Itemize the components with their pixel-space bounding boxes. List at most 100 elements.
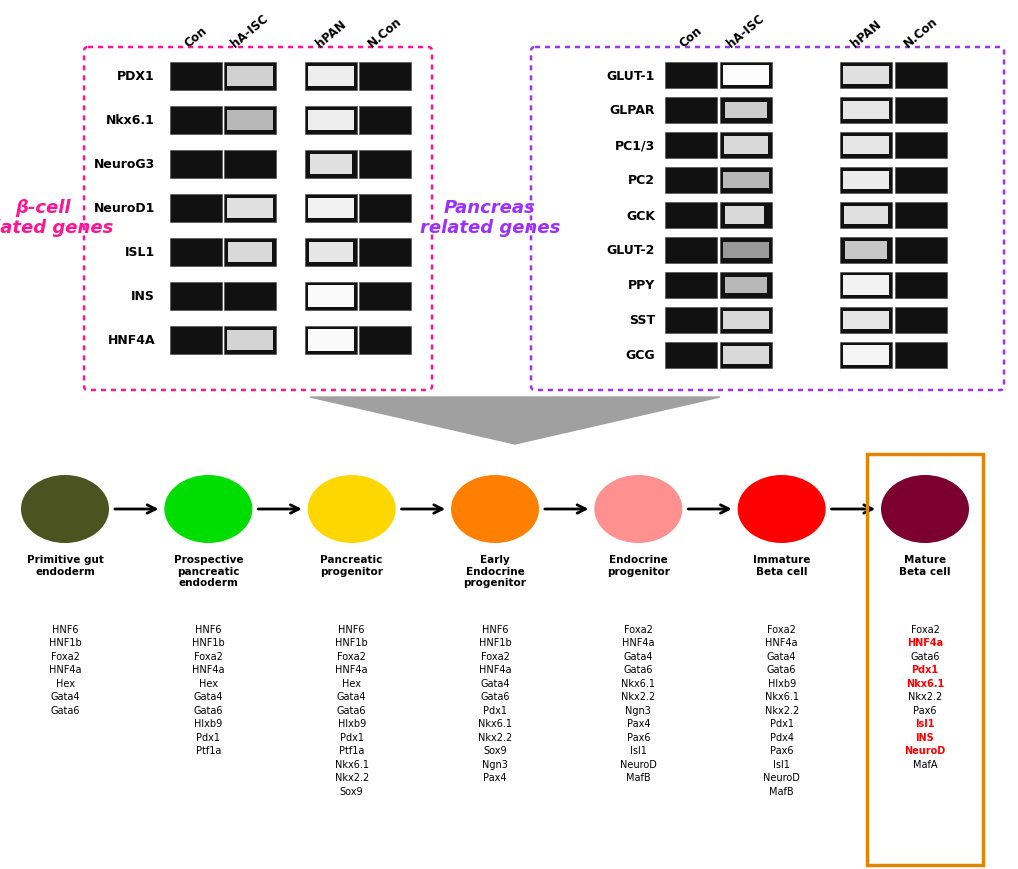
- Bar: [843, 345, 890, 366]
- Text: Nkx2.2: Nkx2.2: [477, 733, 512, 742]
- Bar: [359, 239, 411, 267]
- Text: INS: INS: [915, 733, 935, 742]
- Text: NeuroD: NeuroD: [904, 746, 946, 756]
- Text: Con: Con: [677, 23, 704, 50]
- Ellipse shape: [595, 475, 682, 543]
- Text: Gata4: Gata4: [480, 678, 510, 688]
- Text: SST: SST: [629, 314, 655, 327]
- Text: Nkx6.1: Nkx6.1: [906, 678, 944, 688]
- Bar: [895, 308, 947, 334]
- Text: HNF6: HNF6: [52, 624, 78, 634]
- Text: GCK: GCK: [626, 209, 655, 222]
- Bar: [840, 98, 892, 124]
- Text: Gata6: Gata6: [767, 665, 796, 674]
- Bar: [307, 286, 354, 308]
- Bar: [224, 107, 276, 135]
- Bar: [895, 202, 947, 229]
- Text: HNF1b: HNF1b: [478, 638, 511, 647]
- Text: Ngn3: Ngn3: [625, 705, 652, 715]
- Text: Hex: Hex: [342, 678, 361, 688]
- Text: N.Con: N.Con: [365, 15, 404, 50]
- Bar: [895, 238, 947, 263]
- Text: Gata4: Gata4: [50, 692, 79, 701]
- Text: MafA: MafA: [913, 760, 938, 769]
- Text: GCG: GCG: [625, 349, 655, 362]
- Bar: [723, 173, 770, 189]
- Text: Nkx2.2: Nkx2.2: [765, 705, 799, 715]
- Bar: [665, 98, 717, 124]
- Bar: [844, 207, 888, 225]
- Bar: [170, 239, 222, 267]
- Bar: [305, 239, 357, 267]
- Bar: [224, 195, 276, 222]
- Text: HNF4a: HNF4a: [192, 665, 225, 674]
- Text: Nkx6.1: Nkx6.1: [621, 678, 656, 688]
- Bar: [228, 243, 272, 262]
- Text: Pancreatic
progenitor: Pancreatic progenitor: [321, 554, 383, 576]
- Bar: [224, 151, 276, 179]
- Text: NeuroD: NeuroD: [620, 760, 657, 769]
- Text: Gata6: Gata6: [624, 665, 654, 674]
- Text: Gata4: Gata4: [337, 692, 366, 701]
- Bar: [843, 67, 890, 85]
- Bar: [307, 329, 354, 352]
- Bar: [724, 136, 768, 155]
- Text: Foxa2: Foxa2: [768, 624, 796, 634]
- Text: Pax6: Pax6: [770, 746, 793, 756]
- Text: Nkx2.2: Nkx2.2: [335, 773, 369, 783]
- Bar: [895, 133, 947, 159]
- Text: Foxa2: Foxa2: [624, 624, 653, 634]
- Bar: [224, 282, 276, 310]
- Text: hPAN: hPAN: [314, 17, 348, 50]
- Text: N.Con: N.Con: [902, 15, 941, 50]
- Bar: [665, 342, 717, 368]
- Bar: [305, 63, 357, 91]
- Bar: [843, 136, 890, 155]
- Text: Gata4: Gata4: [624, 651, 654, 661]
- Text: Ptf1a: Ptf1a: [339, 746, 364, 756]
- Bar: [170, 151, 222, 179]
- Bar: [665, 238, 717, 263]
- Bar: [307, 199, 354, 218]
- Bar: [170, 63, 222, 91]
- Text: NeuroD: NeuroD: [764, 773, 800, 783]
- Text: ISL1: ISL1: [125, 246, 155, 259]
- Ellipse shape: [451, 475, 539, 543]
- Text: Prospective
pancreatic
endoderm: Prospective pancreatic endoderm: [174, 554, 243, 587]
- Bar: [307, 111, 354, 130]
- Text: hA-ISC: hA-ISC: [229, 12, 271, 50]
- Bar: [305, 195, 357, 222]
- Text: Foxa2: Foxa2: [51, 651, 79, 661]
- Bar: [359, 195, 411, 222]
- Text: Pdx1: Pdx1: [340, 733, 363, 742]
- Text: Hlxb9: Hlxb9: [768, 678, 796, 688]
- Text: HNF4a: HNF4a: [766, 638, 798, 647]
- Text: HNF6: HNF6: [338, 624, 364, 634]
- Text: HNF1b: HNF1b: [335, 638, 369, 647]
- Text: Pdx1: Pdx1: [196, 733, 220, 742]
- Text: HNF4a: HNF4a: [478, 665, 511, 674]
- Bar: [895, 98, 947, 124]
- Bar: [723, 347, 770, 365]
- Text: HNF6: HNF6: [482, 624, 508, 634]
- Text: HNF4A: HNF4A: [107, 334, 155, 347]
- Bar: [720, 202, 772, 229]
- Bar: [845, 242, 887, 260]
- FancyBboxPatch shape: [84, 48, 432, 390]
- Bar: [840, 308, 892, 334]
- Text: MafB: MafB: [626, 773, 651, 783]
- Text: Foxa2: Foxa2: [337, 651, 366, 661]
- Text: GLPAR: GLPAR: [610, 104, 655, 117]
- Text: Gata6: Gata6: [193, 705, 223, 715]
- Bar: [309, 243, 353, 262]
- Bar: [725, 278, 767, 294]
- Bar: [224, 327, 276, 355]
- Bar: [895, 63, 947, 89]
- Text: GLUT-2: GLUT-2: [607, 244, 655, 257]
- Text: Nkx2.2: Nkx2.2: [621, 692, 656, 701]
- Text: Pax4: Pax4: [484, 773, 507, 783]
- Text: Hlxb9: Hlxb9: [338, 719, 365, 729]
- Bar: [843, 102, 890, 120]
- Text: Pax4: Pax4: [627, 719, 651, 729]
- Text: Immature
Beta cell: Immature Beta cell: [753, 554, 810, 576]
